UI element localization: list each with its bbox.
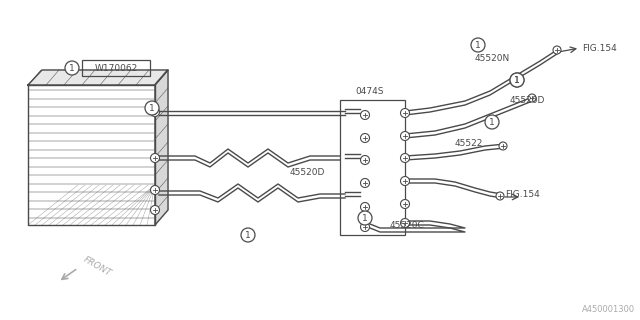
- Text: 45520D: 45520D: [290, 167, 325, 177]
- Circle shape: [510, 73, 524, 87]
- Circle shape: [360, 222, 369, 231]
- Circle shape: [150, 186, 159, 195]
- Text: 1: 1: [69, 63, 75, 73]
- Circle shape: [510, 73, 524, 87]
- Circle shape: [499, 142, 507, 150]
- Circle shape: [471, 38, 485, 52]
- Circle shape: [358, 211, 372, 225]
- Circle shape: [65, 61, 79, 75]
- Circle shape: [360, 179, 369, 188]
- Circle shape: [360, 203, 369, 212]
- Text: A450001300: A450001300: [582, 305, 635, 314]
- Circle shape: [401, 199, 410, 209]
- Text: 45520D: 45520D: [510, 95, 545, 105]
- Text: 45522: 45522: [455, 139, 483, 148]
- Text: 1: 1: [514, 76, 520, 84]
- Circle shape: [360, 156, 369, 164]
- Polygon shape: [28, 70, 168, 85]
- Text: 1: 1: [149, 103, 155, 113]
- Circle shape: [145, 101, 159, 115]
- Text: 45520N: 45520N: [475, 53, 510, 62]
- Bar: [340, 100, 405, 235]
- Text: 1: 1: [475, 41, 481, 50]
- Circle shape: [401, 154, 410, 163]
- Text: 1: 1: [514, 76, 520, 84]
- Text: FIG.154: FIG.154: [505, 189, 540, 198]
- Text: 0474S: 0474S: [355, 87, 383, 96]
- Circle shape: [150, 108, 159, 116]
- Polygon shape: [28, 85, 155, 225]
- Text: 1: 1: [489, 117, 495, 126]
- Text: FRONT: FRONT: [82, 255, 113, 279]
- Circle shape: [401, 132, 410, 140]
- Polygon shape: [155, 70, 168, 225]
- Text: 45520C: 45520C: [390, 220, 425, 229]
- Text: 1: 1: [245, 230, 251, 239]
- Circle shape: [401, 177, 410, 186]
- Circle shape: [401, 219, 410, 228]
- Circle shape: [553, 46, 561, 54]
- Circle shape: [241, 228, 255, 242]
- Text: FIG.154: FIG.154: [582, 44, 617, 52]
- Circle shape: [485, 115, 499, 129]
- Circle shape: [401, 108, 410, 117]
- Circle shape: [496, 192, 504, 200]
- Circle shape: [360, 110, 369, 119]
- Circle shape: [150, 154, 159, 163]
- Text: 1: 1: [362, 213, 368, 222]
- Circle shape: [360, 133, 369, 142]
- Circle shape: [150, 205, 159, 214]
- Bar: [82, 60, 150, 76]
- Circle shape: [528, 94, 536, 102]
- Text: W170062: W170062: [94, 63, 138, 73]
